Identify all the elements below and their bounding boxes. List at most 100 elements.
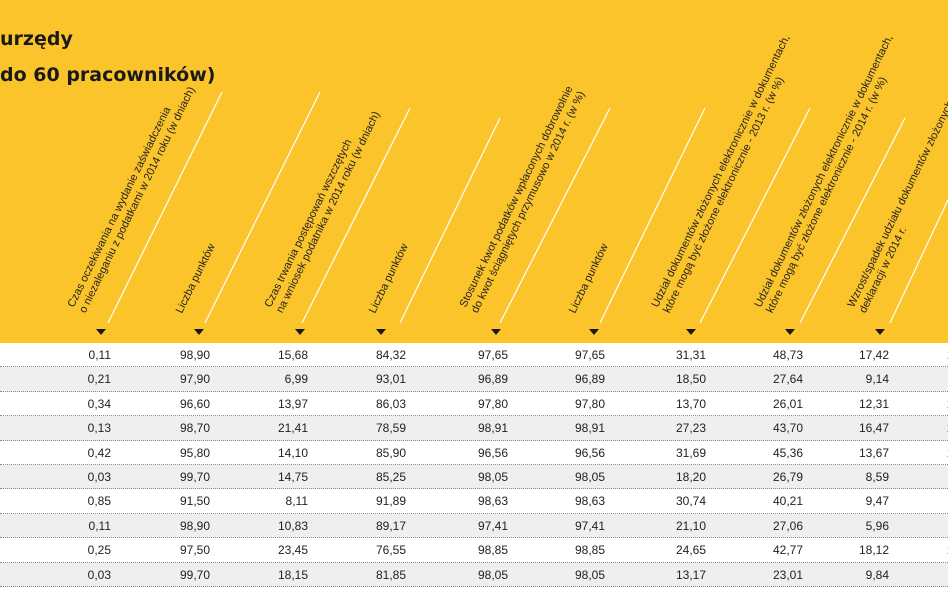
table-cell: 24,65 <box>675 543 706 558</box>
table-row: 0,42 95,80 14,10 85,90 96,56 96,56 31,69 45,36 1… <box>0 441 948 465</box>
table-cell: 0,21 <box>87 372 111 387</box>
table-cell: 45,36 <box>772 445 803 460</box>
table-cell: 98,70 <box>179 421 210 436</box>
table-cell: 31,31 <box>675 348 706 362</box>
table-cell: 96,56 <box>574 445 605 460</box>
table-cell: 97,65 <box>477 348 508 362</box>
table-row: 0,21 97,90 6,99 93,01 96,89 96,89 18,50 27,64 9,… <box>0 367 948 392</box>
title-line-1: urzędy <box>0 28 73 50</box>
table-cell: 30,74 <box>675 494 706 509</box>
title-line-2: do 60 pracowników) <box>0 64 216 86</box>
table-cell: 17 <box>947 343 948 367</box>
table-cell: 89,17 <box>375 518 406 533</box>
table-cell: 9,84 <box>865 567 889 582</box>
table-cell: 0,11 <box>88 348 111 362</box>
table-cell: 0,34 <box>87 396 111 411</box>
table-cell: 14,10 <box>277 445 308 460</box>
header-divider-line <box>889 199 948 324</box>
table-cell: 8,11 <box>285 494 308 509</box>
table-cell: 5,96 <box>865 518 889 533</box>
table-cell: 78,59 <box>375 421 406 436</box>
table-cell: 0,11 <box>88 518 111 533</box>
table-cell: 13,97 <box>277 396 308 411</box>
table-cell: 18,12 <box>858 543 889 558</box>
table-cell: 23,01 <box>772 567 803 582</box>
table-cell: 13,70 <box>675 396 706 411</box>
sort-arrow-icon <box>875 329 885 335</box>
table-cell: 21,41 <box>277 421 308 436</box>
header-divider-line <box>599 107 706 324</box>
header-divider-line <box>107 91 223 324</box>
table-cell: 95,80 <box>179 445 210 460</box>
table-cell: 27,64 <box>772 372 803 387</box>
table-cell: 96,89 <box>574 372 605 387</box>
table-cell: 43,70 <box>772 421 803 436</box>
sort-arrow-icon <box>686 329 696 335</box>
table-cell: 13,17 <box>675 567 706 582</box>
table-cell: 12,31 <box>858 396 889 411</box>
table-cell: 91,89 <box>375 494 406 509</box>
header-divider-line <box>399 117 501 324</box>
sort-arrow-icon <box>376 329 386 335</box>
table-cell: 27,06 <box>772 518 803 533</box>
table-cell: 10,83 <box>277 518 308 533</box>
table-cell: 96,56 <box>477 445 508 460</box>
table-cell: 98,85 <box>574 543 605 558</box>
table-cell: 98,05 <box>574 469 605 484</box>
table-cell: 0,03 <box>87 567 111 582</box>
table-row: 0,11 98,90 15,68 84,32 97,65 97,65 31,31 48,73 1… <box>0 343 948 368</box>
table-cell: 96,60 <box>179 396 210 411</box>
table-cell: 8,59 <box>865 469 889 484</box>
table-cell: 96,89 <box>477 372 508 387</box>
table-cell: 97,80 <box>477 396 508 411</box>
header-divider-line <box>204 91 321 324</box>
table-cell: 99,70 <box>179 469 210 484</box>
table-cell: 18,50 <box>675 372 706 387</box>
table-cell: 15,68 <box>277 348 308 362</box>
table-cell: 97,41 <box>477 518 508 533</box>
table-cell: 97,90 <box>179 372 210 387</box>
table-cell: 98,85 <box>477 543 508 558</box>
table-row: 0,85 91,50 8,11 91,89 98,63 98,63 30,74 40,21 9,… <box>0 489 948 514</box>
table-cell: 98,90 <box>179 348 210 362</box>
table-cell: 98,63 <box>477 494 508 509</box>
table-cell: 98,90 <box>179 518 210 533</box>
table-cell: 97,80 <box>574 396 605 411</box>
table-cell: 81,85 <box>375 567 406 582</box>
table-cell: 98,05 <box>477 567 508 582</box>
table-row: 0,03 99,70 18,15 81,85 98,05 98,05 13,17 23,01 9… <box>0 562 948 587</box>
table-cell: 97,41 <box>574 518 605 533</box>
sort-arrow-icon <box>194 329 204 335</box>
table-cell: 98,91 <box>477 421 508 436</box>
table-cell: 31,69 <box>675 445 706 460</box>
table-header-banner: urzędy do 60 pracowników) Czas oczekiwan… <box>0 0 948 343</box>
table-cell: 17,42 <box>858 348 889 362</box>
header-divider-line <box>499 107 611 324</box>
sort-arrow-icon <box>589 329 599 335</box>
data-table: 0,11 98,90 15,68 84,32 97,65 97,65 31,31 48,73 1… <box>0 343 948 587</box>
header-divider-lines <box>107 91 948 324</box>
table-row: 0,11 98,90 10,83 89,17 97,41 97,41 21,10 27,06 5… <box>0 513 948 539</box>
table-cell: 27,23 <box>675 421 706 436</box>
table-cell: 42,77 <box>772 543 803 558</box>
table-row: 0,03 99,70 14,75 85,25 98,05 98,05 18,20 26,79 8… <box>0 464 948 490</box>
table-cell: 6,99 <box>284 372 308 387</box>
header-divider-line <box>799 117 906 324</box>
table-cell: 84,32 <box>375 348 406 362</box>
table-cell: 0,13 <box>87 421 111 436</box>
sort-arrow-icon <box>491 329 501 335</box>
table-cell: 16,47 <box>858 421 889 436</box>
table-cell: 85,25 <box>375 469 406 484</box>
sort-arrow-icon <box>96 329 106 335</box>
table-cell: 0,85 <box>87 494 111 509</box>
table-cell: 13 <box>947 441 948 465</box>
table-cell: 18,15 <box>277 567 308 582</box>
table-row: 0,34 96,60 13,97 86,03 97,80 97,80 13,70 26,01 1… <box>0 392 948 417</box>
table-cell: 16 <box>947 416 948 440</box>
header-divider-line <box>301 107 411 324</box>
table-cell: 97,50 <box>179 543 210 558</box>
table-cell: 12 <box>947 392 948 416</box>
table-cell: 98,91 <box>574 421 605 436</box>
table-cell: 76,55 <box>375 543 406 558</box>
table-cell: 0,03 <box>87 469 111 484</box>
